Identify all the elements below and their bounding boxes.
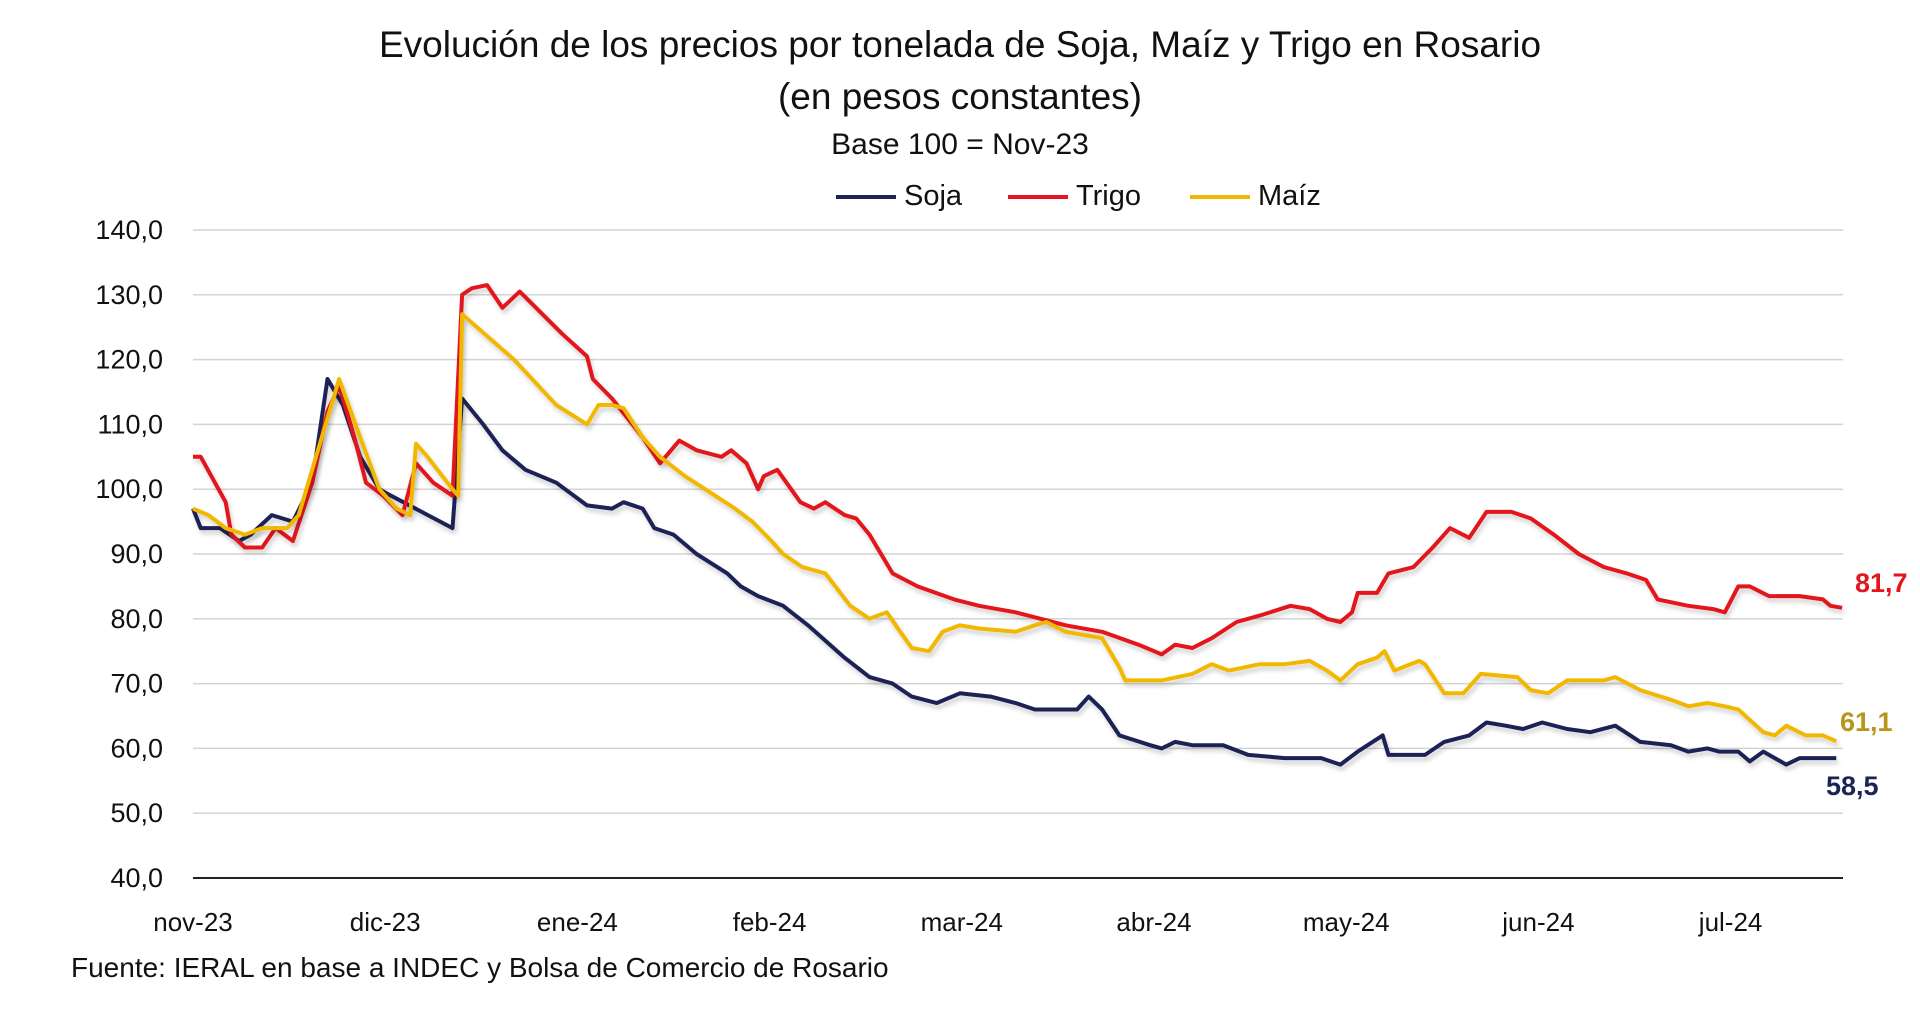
chart-base-note: Base 100 = Nov-23 [831,128,1089,161]
end-label-soja: 58,5 [1826,771,1879,801]
y-tick-label: 130,0 [95,280,163,310]
x-tick-label: nov-23 [153,907,233,937]
y-tick-label: 140,0 [95,215,163,245]
y-tick-label: 60,0 [110,733,163,763]
end-label-trigo: 81,7 [1855,568,1908,598]
legend-item-maiz: Maíz [1190,180,1321,213]
legend-swatch-trigo [1008,194,1068,199]
chart-subtitle: (en pesos constantes) [777,76,1143,117]
legend-label-soja: Soja [904,180,963,212]
legend: Soja Trigo Maíz [0,180,1920,220]
x-tick-label: ene-24 [537,907,618,937]
x-tick-label: jul-24 [1698,907,1763,937]
y-tick-label: 80,0 [110,604,163,634]
legend-label-trigo: Trigo [1076,180,1141,212]
x-tick-label: mar-24 [921,907,1003,937]
y-tick-label: 50,0 [110,798,163,828]
legend-label-maiz: Maíz [1258,180,1321,212]
x-tick-label: abr-24 [1116,907,1191,937]
source-note: Fuente: IERAL en base a INDEC y Bolsa de… [71,952,889,983]
legend-swatch-maiz [1190,194,1250,199]
y-tick-label: 70,0 [110,669,163,699]
series-line-trigo [193,283,1843,657]
legend-swatch-soja [836,194,896,199]
legend-item-trigo: Trigo [1008,180,1141,213]
y-tick-label: 90,0 [110,539,163,569]
y-tick-label: 100,0 [95,474,163,504]
x-tick-label: may-24 [1303,907,1390,937]
y-tick-label: 120,0 [95,345,163,375]
end-label-maiz: 61,1 [1840,707,1893,737]
series-line-soja [191,377,1837,767]
x-tick-label: feb-24 [733,907,807,937]
x-tick-label: dic-23 [350,907,421,937]
chart-title: Evolución de los precios por tonelada de… [378,24,1542,65]
x-tick-label: jun-24 [1501,907,1574,937]
legend-item-soja: Soja [836,180,962,213]
y-tick-label: 110,0 [97,409,163,439]
y-tick-label: 40,0 [110,863,163,893]
series-line-maiz [192,312,1838,744]
